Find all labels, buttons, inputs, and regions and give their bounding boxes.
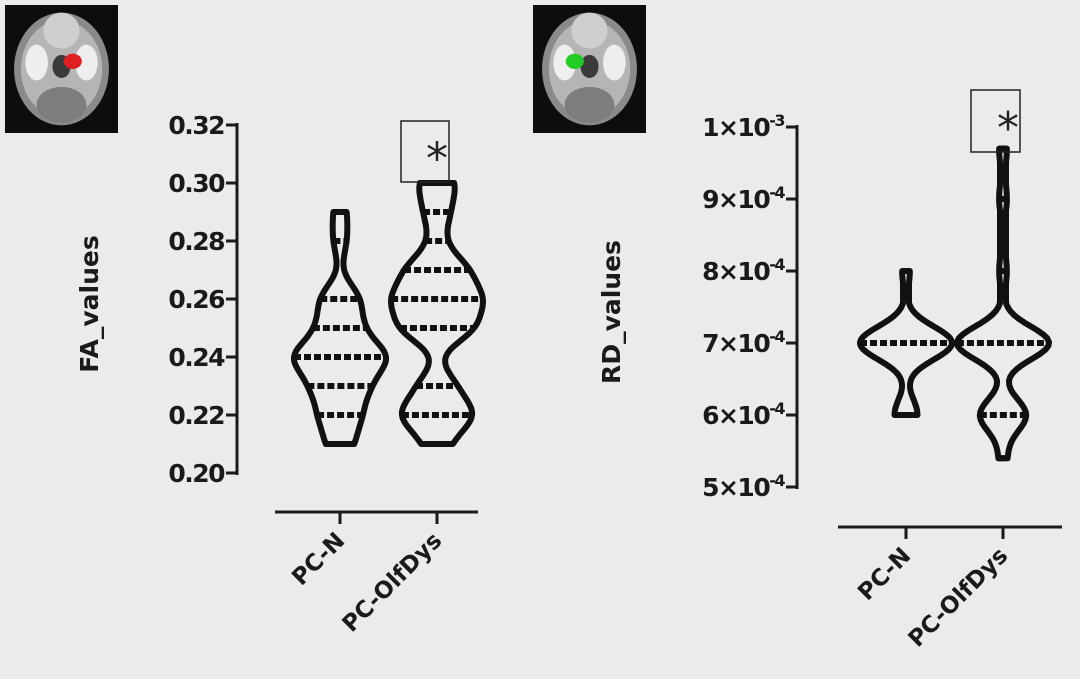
y-tick-label: 6×10-4	[702, 399, 785, 430]
y-tick-label: 0.30	[168, 169, 225, 198]
x-tick-label: PC-OlfDys	[904, 543, 1014, 653]
brain-white-left	[553, 44, 576, 81]
y-tick-label: 0.26	[168, 285, 225, 314]
violin-outline	[291, 209, 389, 447]
cerebellum	[564, 86, 615, 123]
brainstem	[580, 54, 599, 78]
x-tick-label: PC-OlfDys	[338, 528, 448, 638]
y-axis-title: RD_values	[597, 240, 626, 384]
brain-image	[533, 5, 646, 133]
significance-asterisk: *	[426, 134, 448, 185]
x-tick-label: PC-N	[287, 528, 350, 591]
y-tick-label: 1×10-3	[702, 111, 784, 142]
violin-PC-OlfDys	[388, 180, 486, 447]
significance-box	[970, 89, 1021, 153]
y-tick-label: 0.24	[168, 343, 225, 372]
chart-panel-2: 5×10-4 6×10-4 7×10-4 8×10-4 9×10-4 1×10-3 RD_v…	[597, 89, 1062, 653]
significance-box	[400, 120, 450, 183]
violin-PC-N	[291, 209, 389, 447]
y-tick-label: 0.22	[168, 401, 224, 430]
violin-PC-OlfDys	[954, 145, 1052, 462]
x-tick-label: PC-N	[853, 543, 916, 606]
y-tick-label: 0.28	[168, 227, 224, 256]
violin-PC-N	[857, 268, 955, 418]
brain-white-right	[75, 44, 98, 81]
significance-asterisk: *	[997, 103, 1019, 154]
violin-outline	[954, 145, 1052, 462]
y-tick-label: 9×10-4	[702, 183, 785, 214]
y-tick-label: 7×10-4	[702, 327, 785, 358]
highlighted-region	[63, 53, 82, 69]
frontal-lobe	[571, 12, 608, 49]
y-tick-label: 0.20	[168, 459, 225, 488]
violin-outline	[388, 180, 486, 447]
y-tick-label: 8×10-4	[702, 255, 785, 286]
cerebellum	[36, 86, 87, 123]
frontal-lobe	[43, 12, 80, 49]
y-tick-label: 0.32	[168, 111, 224, 140]
brain-image	[5, 5, 118, 133]
highlighted-region	[565, 53, 584, 69]
y-axis-title: FA_values	[75, 235, 104, 372]
chart-panel-1: 0.20 0.22 0.24 0.26 0.28 0.30 0.32 FA_values PC-…	[75, 111, 486, 638]
y-tick-label: 5×10-4	[702, 471, 785, 502]
brain-white-right	[603, 44, 626, 81]
brain-white-left	[25, 44, 48, 81]
